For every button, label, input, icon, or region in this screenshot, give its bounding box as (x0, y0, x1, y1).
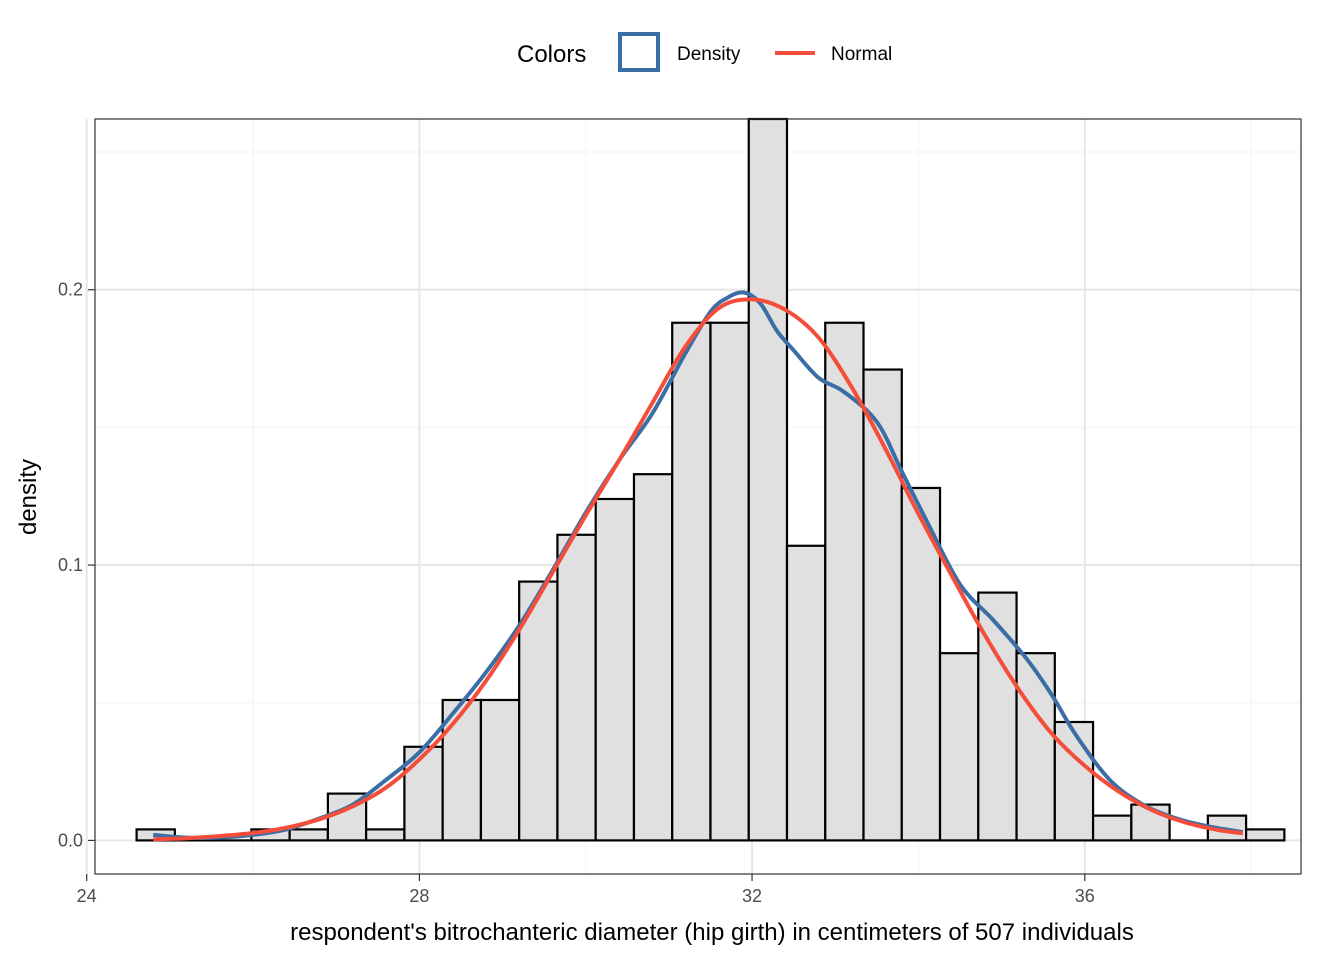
histogram-bar (556, 533, 597, 842)
histogram-bar (1245, 828, 1286, 842)
density-curves (153, 290, 1244, 842)
histogram-bar (671, 321, 712, 842)
histogram-bars (135, 117, 1286, 842)
x-tick-label: 28 (409, 886, 429, 906)
legend-density-label: Density (677, 44, 741, 65)
histogram-bar (709, 321, 750, 842)
y-tick-label: 0.0 (58, 830, 83, 850)
x-tick-label: 36 (1075, 886, 1095, 906)
x-tick-label: 24 (77, 886, 97, 906)
histogram-bar (632, 473, 674, 842)
histogram-bar (747, 117, 789, 842)
axis-ticks: 24 28 32 36 0.0 0.1 0.2 (58, 280, 1095, 906)
histogram-bar (1015, 652, 1056, 842)
x-tick-label: 32 (742, 886, 762, 906)
x-axis-title: respondent's bitrochanteric diameter (hi… (290, 919, 1134, 946)
density-curve (153, 290, 1244, 840)
legend: Colors Density Normal (517, 32, 892, 72)
y-tick-label: 0.2 (58, 280, 83, 300)
histogram-bar (862, 368, 903, 842)
legend-density-key (618, 32, 660, 72)
histogram-bar (441, 698, 483, 842)
legend-title: Colors (517, 41, 586, 68)
y-axis-title: density (15, 459, 42, 535)
histogram-bar (785, 544, 827, 842)
y-tick-label: 0.1 (58, 555, 83, 575)
histogram-bar (288, 828, 329, 842)
histogram-bar (938, 652, 980, 842)
legend-normal-label: Normal (831, 44, 892, 65)
histogram-bar (479, 698, 521, 842)
histogram-bar (1091, 814, 1133, 842)
normal-curve (153, 297, 1244, 842)
histogram-bar (1053, 720, 1095, 842)
histogram-bar (594, 497, 636, 842)
histogram-bar (365, 828, 406, 842)
panel-border (94, 118, 1302, 875)
